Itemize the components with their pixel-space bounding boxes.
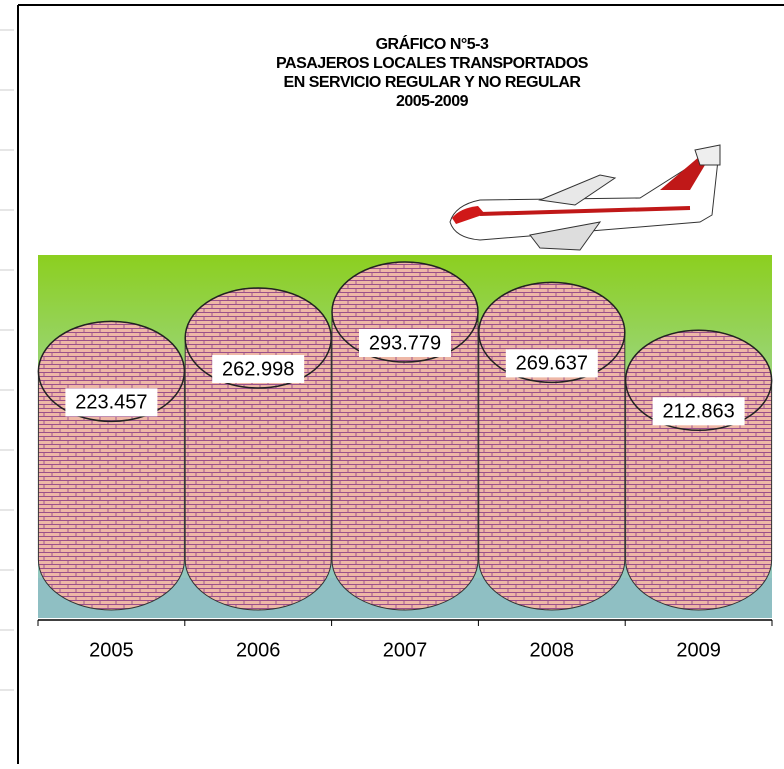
x-tick-label: 2005 <box>89 639 134 661</box>
value-label: 293.779 <box>369 332 441 354</box>
value-label: 262.998 <box>222 358 294 380</box>
value-label: 212.863 <box>662 401 734 423</box>
x-tick-label: 2006 <box>236 639 281 661</box>
value-label: 223.457 <box>75 392 147 414</box>
value-label-box <box>65 388 158 417</box>
x-tick-label: 2009 <box>676 639 721 661</box>
value-label-box <box>652 397 745 426</box>
series: 223.457 2005 262.998 2006 293.779 2007 269.637… <box>37 261 773 661</box>
value-label: 269.637 <box>516 353 588 375</box>
title-line: GRÁFICO N°5-3 <box>376 34 489 53</box>
title-line: 2005-2009 <box>396 93 469 110</box>
x-tick-label: 2008 <box>530 639 575 661</box>
title: GRÁFICO N°5-3 PASAJEROS LOCALES TRANSPORT… <box>276 34 589 110</box>
value-label-box <box>359 329 451 357</box>
x-tick-label: 2007 <box>383 639 428 661</box>
title-line: PASAJEROS LOCALES TRANSPORTADOS <box>276 55 589 72</box>
value-label-box <box>212 354 305 383</box>
value-label-box <box>505 349 598 378</box>
title-line: EN SERVICIO REGULAR Y NO REGULAR <box>284 74 582 91</box>
airplane-icon <box>449 144 721 251</box>
cell-lines <box>0 29 14 691</box>
